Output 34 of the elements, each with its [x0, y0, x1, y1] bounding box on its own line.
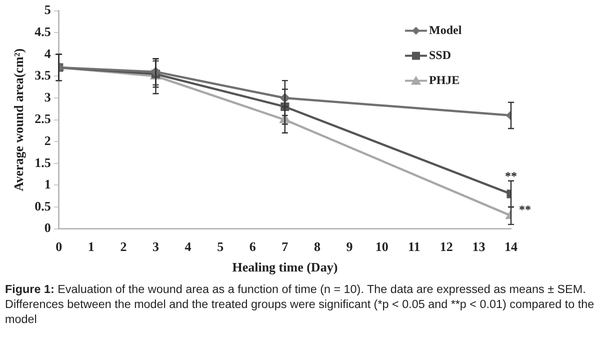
legend-label: PHJE	[429, 72, 460, 87]
x-tick-label: 13	[472, 238, 486, 254]
caption: Figure 1: Evaluation of the wound area as a function of time (n = 10). The data are expressed as means ± SEM. Differences between the model and the treated groups were significant (*p < 0.05 and **p < 0.01) compared to the model	[4, 282, 596, 327]
y-tick-label: 1	[44, 176, 51, 192]
x-tick-label: 2	[120, 238, 127, 254]
y-tick-label: 0	[44, 220, 51, 236]
annotation: **	[519, 202, 531, 217]
x-tick-label: 1	[88, 238, 94, 254]
x-tick-label: 3	[152, 238, 160, 254]
y-tick-label: 4	[44, 46, 52, 61]
legend-label: SSD	[429, 48, 452, 62]
x-tick-label: 9	[346, 238, 354, 254]
y-tick-label: 2	[44, 132, 51, 148]
y-tick-label: 3	[44, 89, 52, 104]
x-tick-label: 14	[504, 238, 518, 254]
x-tick-label: 10	[375, 238, 388, 254]
y-tick-label: 3.5	[34, 68, 52, 83]
x-axis-title: Healing time (Day)	[232, 260, 338, 275]
x-tick-label: 5	[217, 238, 224, 254]
x-tick-label: 11	[408, 238, 420, 254]
y-tick-label: 5	[44, 2, 52, 18]
y-tick-label: 4.5	[34, 24, 52, 39]
x-tick-label: 7	[282, 238, 289, 254]
y-axis-title: Average wound area(cm²)	[11, 48, 26, 192]
annotation: **	[505, 168, 517, 183]
x-tick-label: 0	[56, 238, 62, 254]
x-tick-label: 12	[440, 238, 453, 254]
x-tick-label: 4	[184, 238, 192, 254]
x-tick-label: 6	[249, 238, 256, 254]
y-tick-label: 0.5	[34, 198, 52, 214]
x-tick-label: 8	[314, 238, 321, 254]
legend-label: Model	[429, 22, 462, 37]
y-tick-label: 1.5	[34, 154, 52, 170]
y-tick-label: 2.5	[34, 111, 52, 126]
